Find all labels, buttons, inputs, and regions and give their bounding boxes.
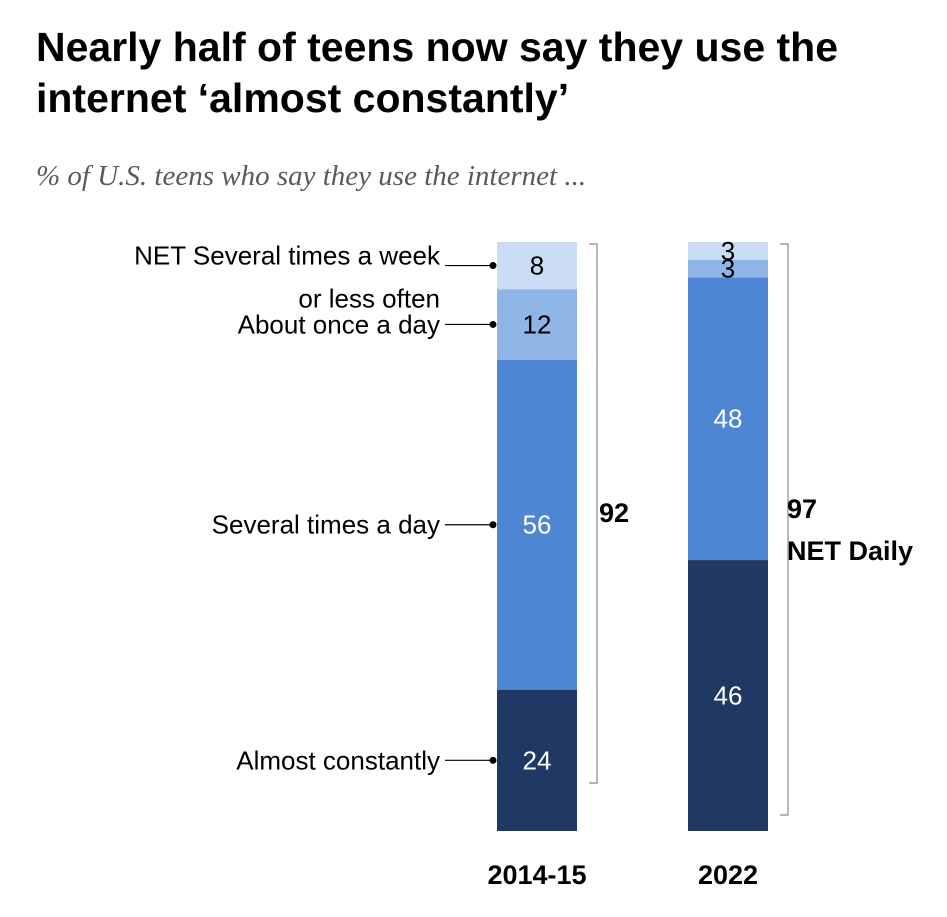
category-label: About once a day bbox=[238, 309, 440, 339]
bar-segment-2022-2 bbox=[688, 259, 768, 278]
net-bracket bbox=[589, 243, 598, 784]
chart-title: Nearly half of teens now say they use th… bbox=[36, 24, 839, 121]
bar-segment-2022-0 bbox=[688, 560, 768, 831]
net-daily-value: 97 bbox=[787, 494, 817, 524]
x-tick-label: 2014-15 bbox=[487, 860, 586, 890]
category-label: Almost constantly bbox=[236, 745, 440, 775]
leader-dot bbox=[489, 320, 497, 328]
leader-dot bbox=[489, 756, 497, 764]
net-daily-label: NET Daily bbox=[787, 536, 913, 566]
net-daily-value: 92 bbox=[599, 498, 629, 528]
data-label: 48 bbox=[714, 404, 743, 434]
data-label: 46 bbox=[714, 681, 743, 711]
data-label: 8 bbox=[530, 251, 544, 281]
category-label: NET Several times a week bbox=[134, 241, 441, 271]
chart-subtitle: % of U.S. teens who say they use the int… bbox=[36, 160, 587, 192]
bar-segment-2014-15-0 bbox=[497, 689, 577, 831]
bar-segment-2022-3 bbox=[688, 242, 768, 260]
net-bracket bbox=[780, 243, 789, 816]
category-label: or less often bbox=[298, 284, 440, 314]
data-label: 3 bbox=[721, 236, 735, 266]
x-tick-label: 2022 bbox=[698, 860, 758, 890]
leader-dot bbox=[489, 262, 497, 270]
leader-dot bbox=[489, 521, 497, 529]
category-label: Several times a day bbox=[212, 510, 440, 540]
bar-segment-2014-15-2 bbox=[497, 289, 577, 360]
data-label: 12 bbox=[523, 309, 552, 339]
bar-segment-2022-1 bbox=[688, 277, 768, 561]
data-label: 3 bbox=[721, 254, 735, 284]
data-label: 24 bbox=[523, 745, 552, 775]
bar-segment-2014-15-3 bbox=[497, 242, 577, 290]
bar-segment-2014-15-1 bbox=[497, 359, 577, 690]
data-label: 56 bbox=[523, 510, 552, 540]
